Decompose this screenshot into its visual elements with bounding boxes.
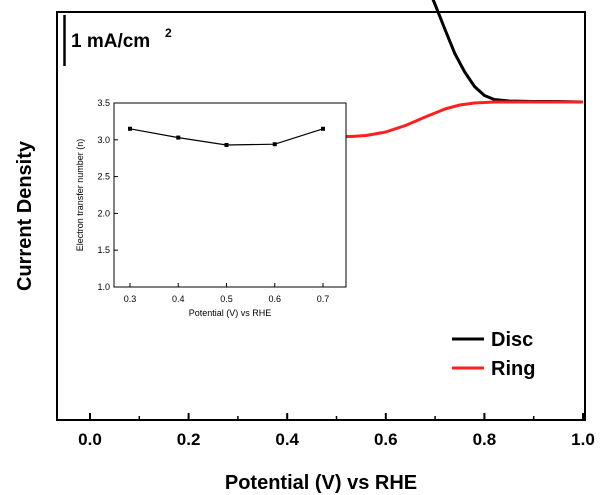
main-x-tick-label: 0.4	[275, 430, 299, 449]
legend-label-ring: Ring	[491, 358, 535, 380]
inset-data-point	[224, 142, 229, 147]
inset-y-axis-title: Electron transfer number (n)	[75, 139, 85, 252]
inset-x-tick-label: 0.3	[124, 294, 137, 304]
inset-x-tick-label: 0.7	[317, 294, 330, 304]
main-x-tick-label: 0.2	[177, 430, 201, 449]
inset-ticks: 0.3 0.4 0.5 0.6 0.7 1.0 1.5 2.0 2.5 3.0 3.5	[97, 98, 329, 304]
main-x-tick-label: 1.0	[571, 430, 595, 449]
inset-y-tick-label: 1.5	[97, 245, 110, 255]
inset-x-tick-label: 0.4	[172, 294, 185, 304]
inset-y-tick-label: 3.5	[97, 98, 110, 108]
inset-y-tick-label: 1.0	[97, 282, 110, 292]
main-x-tick-label: 0.6	[374, 430, 398, 449]
inset-series	[128, 126, 325, 147]
inset-data-point	[128, 126, 132, 131]
inset-y-tick-label: 3.0	[97, 135, 110, 145]
inset-y-tick-label: 2.0	[97, 208, 110, 218]
legend: Disc Ring	[452, 329, 535, 380]
inset-data-point	[176, 135, 181, 140]
main-x-tick-label: 0.8	[473, 430, 497, 449]
scale-bar-label: 1 mA/cm	[71, 31, 150, 52]
inset-chart: 0.3 0.4 0.5 0.6 0.7 1.0 1.5 2.0 2.5 3.0 3.5 Potent…	[75, 98, 347, 318]
main-plot-frame	[56, 11, 586, 421]
inset-x-tick-label: 0.5	[220, 294, 233, 304]
legend-label-disc: Disc	[491, 329, 533, 351]
inset-x-axis-title: Potential (V) vs RHE	[189, 308, 272, 318]
scale-bar-superscript: 2	[165, 26, 172, 40]
main-x-tick-label: 0.0	[78, 430, 102, 449]
main-x-axis-title: Potential (V) vs RHE	[225, 472, 417, 494]
inset-data-point	[321, 126, 325, 131]
series-line-disc	[431, 0, 584, 104]
inset-plot-frame	[113, 102, 347, 288]
inset-data-point	[272, 142, 277, 147]
main-x-ticks: 0.0 0.2 0.4 0.6 0.8 1.0	[78, 413, 595, 449]
inset-y-tick-label: 2.5	[97, 172, 110, 182]
main-y-axis-title: Current Density	[14, 140, 36, 291]
inset-x-tick-label: 0.6	[268, 294, 281, 304]
